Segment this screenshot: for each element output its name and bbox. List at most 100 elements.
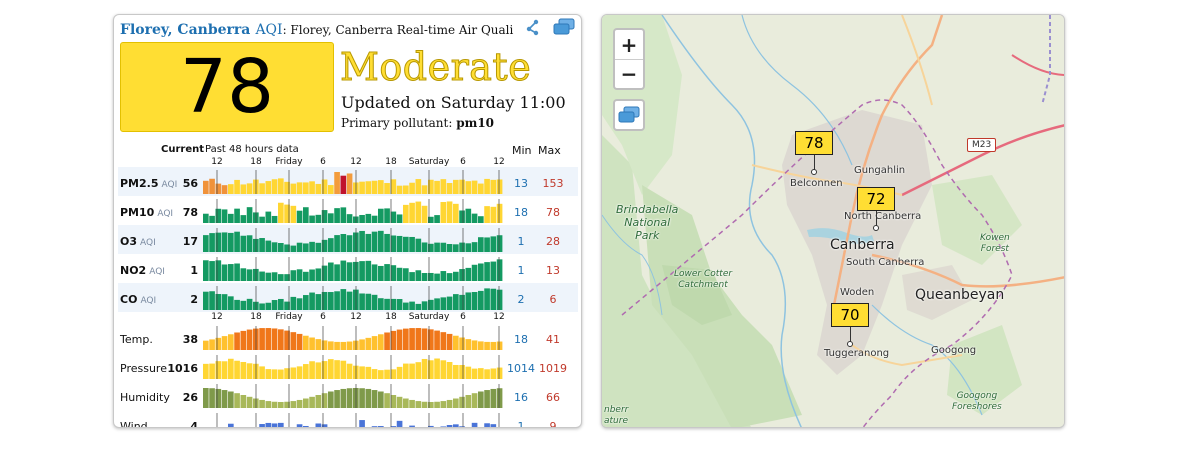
- sparkline-bar: [496, 259, 503, 281]
- map-marker-north-canberra[interactable]: 72: [857, 187, 895, 231]
- sparkline-bar: [303, 364, 309, 379]
- road-shield-m23: M23: [967, 138, 997, 152]
- sparkline-bar: [490, 179, 497, 194]
- row-sparkline[interactable]: [203, 170, 503, 194]
- aqi-level-text: Moderate: [339, 45, 532, 90]
- sparkline-bar: [290, 401, 297, 408]
- share-icon[interactable]: [523, 18, 543, 36]
- row-sparkline[interactable]: [203, 326, 503, 350]
- time-tick: 18: [385, 157, 397, 167]
- sparkline-bar: [484, 390, 490, 408]
- sparkline-bar: [290, 296, 297, 310]
- sparkline-bar: [290, 205, 297, 223]
- row-max-value: 66: [546, 391, 560, 404]
- zoom-out-button[interactable]: −: [615, 59, 643, 88]
- card-header: Florey, Canberra AQI: Florey, Canberra R…: [114, 15, 581, 41]
- sparkline-bar: [290, 367, 297, 379]
- sparkline-bar: [365, 366, 372, 379]
- sparkline-bar: [378, 230, 384, 252]
- row-max-value: 28: [546, 235, 560, 248]
- sparkline-bar: [471, 393, 478, 408]
- sparkline-bar: [240, 184, 247, 194]
- sparkline-bar: [284, 301, 290, 310]
- time-tick: Friday: [275, 312, 303, 322]
- sparkline-bar: [240, 268, 247, 281]
- row-max-value: 9: [549, 420, 557, 428]
- map-card[interactable]: + − M23 Gungahlin Belconnen North Canber…: [601, 14, 1065, 428]
- station-link[interactable]: Florey, Canberra: [120, 22, 251, 38]
- map-marker-tuggeranong[interactable]: 70: [831, 303, 869, 347]
- sparkline-bar: [346, 235, 353, 252]
- sparkline-bar: [234, 332, 240, 350]
- sparkline-bar: [284, 330, 290, 350]
- row-min-value: 1: [517, 420, 525, 428]
- history-row: PM10 AQI 78 18 78: [118, 196, 578, 225]
- sparkline-bar: [484, 423, 490, 427]
- row-sparkline[interactable]: [203, 199, 503, 223]
- time-ticks-middle: 12 18 Friday 6 12 18 Saturday 6 12: [203, 312, 504, 323]
- sparkline-bar: [340, 234, 347, 252]
- zoom-in-button[interactable]: +: [620, 32, 638, 57]
- sparkline-bar: [409, 301, 415, 310]
- sparkline-bar: [390, 265, 397, 281]
- sparkline-bar: [215, 361, 222, 379]
- row-current-value: 1: [190, 264, 198, 277]
- header-max: Max: [538, 144, 561, 157]
- sparkline-bar: [459, 396, 465, 408]
- sparkline-bar: [421, 205, 428, 223]
- sparkline-bar: [203, 235, 209, 252]
- row-sparkline[interactable]: [203, 413, 503, 428]
- kowen-line-2: Forest: [980, 244, 1009, 254]
- row-sparkline[interactable]: [203, 257, 503, 281]
- sparkline-bar: [440, 271, 447, 281]
- sparkline-bar: [321, 361, 328, 379]
- zoom-control: + −: [613, 28, 645, 90]
- row-sparkline[interactable]: [203, 228, 503, 252]
- sparkline-bar: [221, 294, 228, 310]
- row-min-value: 1014: [507, 362, 535, 375]
- map-layers-button[interactable]: [613, 99, 645, 131]
- sparkline-bar: [203, 363, 209, 379]
- sparkline-bar: [465, 267, 472, 281]
- sparkline-bar: [278, 369, 284, 379]
- sparkline-bar: [215, 208, 222, 223]
- sparkline-bar: [209, 233, 215, 252]
- row-sparkline[interactable]: [203, 286, 503, 310]
- sparkline-bar: [371, 180, 378, 194]
- marker-stem: [814, 155, 815, 171]
- sparkline-bar: [478, 290, 484, 310]
- googong-fs-line-1: Googong: [956, 391, 998, 401]
- map-canvas[interactable]: [602, 15, 1065, 428]
- sparkline-bar: [246, 235, 253, 252]
- map-marker-belconnen[interactable]: 78: [795, 131, 833, 175]
- row-label: Wind: [120, 420, 148, 428]
- sparkline-bar: [265, 369, 272, 379]
- sparkline-bar: [240, 300, 247, 310]
- row-label-unit: AQI: [140, 238, 156, 248]
- sparkline-bar: [396, 366, 403, 379]
- sparkline-bar: [415, 401, 422, 408]
- row-sparkline[interactable]: [203, 384, 503, 408]
- sparkline-bar: [396, 235, 403, 252]
- sparkline-bar: [328, 341, 334, 350]
- sparkline-bar: [309, 292, 315, 310]
- sparkline-bar: [490, 368, 497, 379]
- time-tick: 12: [493, 157, 505, 167]
- sparkline-bar: [334, 360, 340, 379]
- sparkline-bar: [415, 238, 422, 252]
- sparkline-bar: [384, 264, 390, 281]
- time-tick: Saturday: [408, 312, 450, 322]
- sparkline-bar: [409, 236, 415, 252]
- sparkline-bar: [440, 297, 447, 310]
- sparkline-bar: [459, 179, 465, 194]
- sparkline-bar: [265, 422, 272, 427]
- sparkline-bar: [209, 363, 215, 379]
- layers-icon[interactable]: [553, 18, 575, 36]
- sparkline-bar: [228, 358, 234, 379]
- row-sparkline[interactable]: [203, 355, 503, 379]
- sparkline-bar: [440, 242, 447, 252]
- sparkline-bar: [290, 245, 297, 252]
- sparkline-bar: [346, 341, 353, 350]
- sparkline-bar: [378, 426, 384, 427]
- sparkline-bar: [328, 185, 334, 194]
